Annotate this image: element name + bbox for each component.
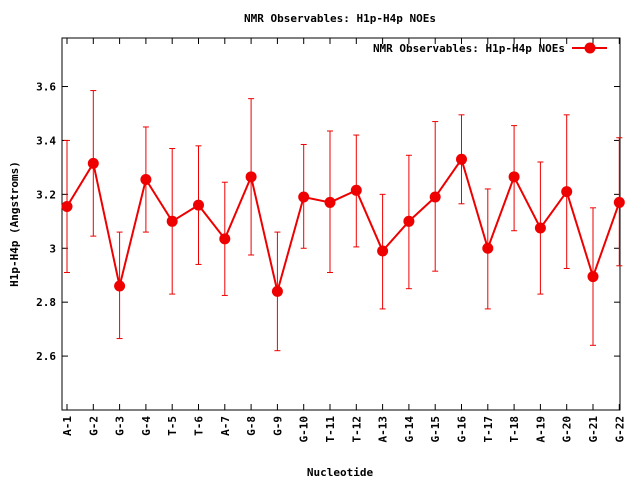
x-tick-label: G-3 xyxy=(114,416,127,436)
legend-marker xyxy=(584,42,596,54)
data-point xyxy=(193,199,204,211)
data-point xyxy=(456,153,467,165)
x-tick-label: A-1 xyxy=(61,416,74,436)
data-point xyxy=(271,285,283,297)
data-point xyxy=(166,215,178,227)
y-tick-label: 3 xyxy=(49,242,56,255)
legend: NMR Observables: H1p-H4p NOEs xyxy=(373,42,607,55)
x-tick-label: G-21 xyxy=(587,416,600,443)
x-tick-label: G-9 xyxy=(271,416,284,436)
x-tick-label: T-17 xyxy=(482,416,495,443)
x-tick-label: A-13 xyxy=(377,416,390,443)
y-axis-label: H1p-H4p (Angstroms) xyxy=(8,161,21,287)
x-axis-ticks: A-1 G-2 G-3 G-4 T-5 T-6 A-7 G-8 G-9 G-10 T-11 T-12 A… xyxy=(61,38,626,443)
x-tick-label: G-8 xyxy=(245,416,258,436)
y-axis-ticks: 2.6 2.8 3 3.2 3.4 3.6 xyxy=(36,81,620,363)
y-tick-label: 3.2 xyxy=(36,188,56,201)
x-tick-label: G-10 xyxy=(298,416,311,443)
y-tick-label: 2.8 xyxy=(36,296,56,309)
data-point xyxy=(298,191,310,203)
x-tick-label: G-20 xyxy=(561,416,574,443)
x-tick-label: G-15 xyxy=(429,416,442,443)
data-point xyxy=(219,233,231,245)
x-tick-label: A-19 xyxy=(534,416,547,443)
data-point xyxy=(350,184,362,196)
chart-title: NMR Observables: H1p-H4p NOEs xyxy=(244,12,436,25)
y-tick-label: 3.6 xyxy=(36,81,56,94)
data-point xyxy=(140,174,152,186)
data-point xyxy=(403,215,415,227)
x-tick-label: A-7 xyxy=(219,416,232,436)
x-tick-label: G-16 xyxy=(456,416,469,443)
x-tick-label: T-11 xyxy=(324,416,337,443)
series-line xyxy=(66,157,621,292)
data-point xyxy=(377,245,389,257)
x-tick-label: T-18 xyxy=(508,416,521,443)
y-tick-label: 2.6 xyxy=(36,350,56,363)
y-tick-label: 3.4 xyxy=(36,134,56,147)
data-point xyxy=(324,196,336,208)
data-point xyxy=(429,191,441,203)
x-tick-label: G-22 xyxy=(613,416,626,443)
legend-label: NMR Observables: H1p-H4p NOEs xyxy=(373,42,565,55)
data-point xyxy=(613,196,625,208)
x-axis-label: Nucleotide xyxy=(307,466,374,479)
data-points xyxy=(61,153,625,297)
data-point xyxy=(114,280,126,292)
data-point xyxy=(482,242,494,254)
data-point xyxy=(534,222,546,234)
data-point xyxy=(587,271,599,283)
data-point xyxy=(87,157,99,169)
data-point xyxy=(561,186,573,198)
plot-area-frame xyxy=(61,37,621,411)
data-point xyxy=(508,171,520,183)
x-tick-label: G-14 xyxy=(403,416,416,443)
data-point xyxy=(61,200,73,212)
x-tick-label: T-6 xyxy=(193,416,206,436)
x-tick-label: G-2 xyxy=(87,416,100,436)
x-tick-label: T-12 xyxy=(350,416,363,443)
x-tick-label: G-4 xyxy=(140,416,153,436)
data-point xyxy=(245,171,257,183)
x-tick-label: T-5 xyxy=(166,416,179,436)
